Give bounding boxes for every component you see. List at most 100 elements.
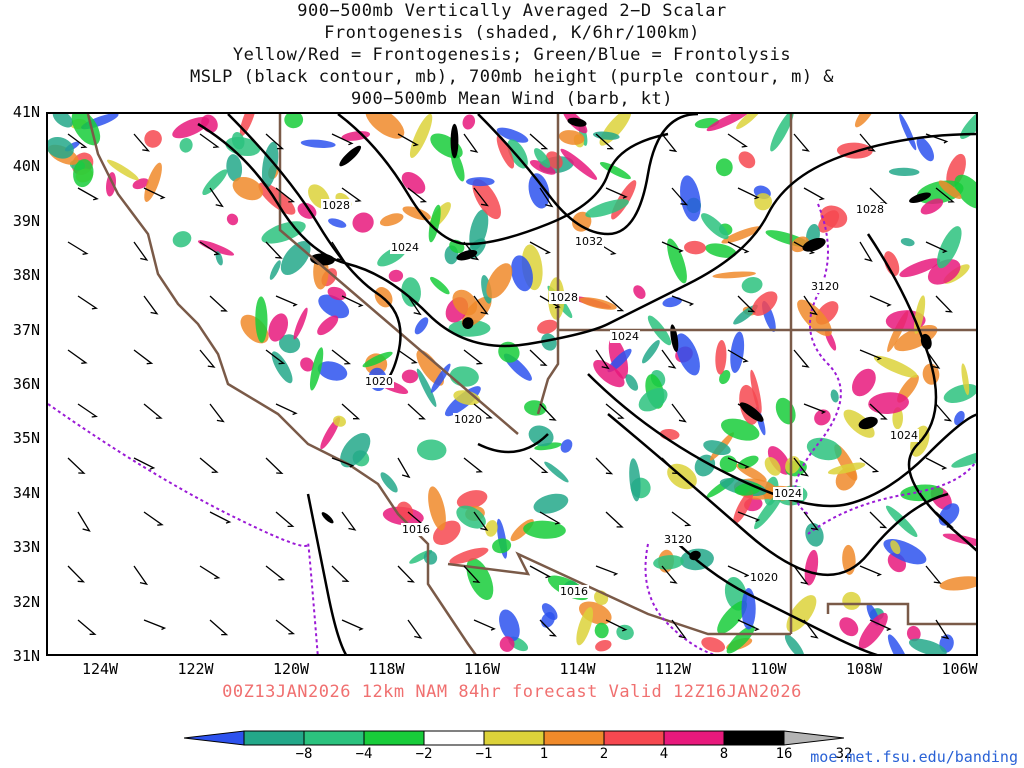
wind-barb (463, 565, 481, 584)
shading-cell (380, 472, 398, 493)
wind-barb (67, 133, 88, 149)
shading-cell (585, 199, 629, 218)
wind-barb (859, 133, 876, 152)
shading-cell (594, 622, 609, 639)
shading-cell (852, 368, 876, 397)
map-canvas: 1028 1024 1032 1028 1024 1020 1020 1016 1016 1020… (48, 114, 976, 654)
shading-cell (317, 315, 339, 336)
wind-barb (331, 241, 346, 262)
shading-cell (558, 130, 585, 145)
wind-barb (209, 403, 225, 423)
wind-barb (463, 241, 480, 261)
wind-barb (605, 511, 624, 528)
shading-cell (48, 137, 74, 159)
shading-cell (899, 258, 941, 278)
shading-cell (401, 171, 426, 194)
shading-cell (456, 505, 486, 529)
shading-cell (300, 139, 336, 148)
height-contour-label: 3120 (664, 533, 692, 546)
wind-barb (209, 619, 229, 636)
wind-barb (793, 565, 809, 585)
shading-cell (529, 160, 556, 175)
shading-cell (899, 114, 917, 151)
lat-tick-label: 38N (12, 266, 40, 285)
wind-barb (935, 403, 953, 422)
wind-barb (133, 457, 156, 470)
shading-cell (172, 116, 210, 139)
wind-barb (199, 349, 216, 368)
shading-cell (572, 211, 592, 232)
pressure-contour-label: 1024 (391, 241, 419, 254)
shading-cell (960, 114, 976, 139)
shading-cell (920, 198, 944, 215)
shading-cell (715, 340, 727, 375)
colorbar-swatch (183, 730, 245, 746)
shading-cell (472, 178, 501, 220)
wind-barb (727, 457, 750, 469)
coastline (86, 114, 477, 654)
wind-barb (67, 241, 89, 255)
colorbar-tick-label: −1 (475, 746, 493, 762)
wind-barb (67, 457, 86, 474)
shading-cell (462, 114, 476, 130)
wind-barb (473, 619, 496, 631)
credit-url[interactable]: moe.met.fsu.edu/banding (810, 748, 1018, 766)
shading-cell (667, 238, 687, 284)
forecast-valid-time: 00Z13JAN2026 12km NAM 84hr forecast Vali… (222, 682, 802, 702)
pressure-label-bg (453, 413, 483, 426)
shading-cell (231, 132, 245, 150)
lat-tick-label: 40N (12, 157, 40, 176)
wind-barb (77, 619, 97, 635)
shading-cell (496, 127, 529, 143)
shading-cell (240, 314, 269, 344)
colorbar: −8 −4 −2 −1 1 2 4 8 16 32 (183, 730, 852, 766)
wind-barb (331, 349, 352, 365)
shading-cell (544, 461, 569, 483)
lat-tick-label: 35N (12, 429, 40, 448)
shading-cell (741, 588, 756, 630)
wind-barb (397, 133, 419, 147)
shading-cell (317, 361, 348, 381)
lon-tick-label: 120W (272, 660, 310, 678)
wind-barb (77, 187, 99, 201)
shading-cell (271, 351, 293, 384)
shading-cell (738, 455, 759, 469)
pressure-contour-label: 1024 (611, 330, 639, 343)
pressure-label-bg (559, 585, 589, 598)
shading-cell (499, 609, 520, 642)
wind-barb (869, 403, 888, 420)
pressure-contour-label: 1016 (560, 585, 588, 598)
pressure-contour-label: 1028 (322, 199, 350, 212)
wind-barb (133, 241, 149, 261)
nv-az-border (536, 330, 560, 415)
wind-barb (463, 349, 484, 365)
wind-barb (737, 295, 756, 313)
shading-cell (132, 178, 149, 190)
colorbar-tick-label: 16 (775, 746, 793, 762)
shading-cell (416, 349, 444, 386)
shading-cell (616, 624, 634, 641)
shading-cell (269, 260, 281, 280)
shading-cell (492, 538, 512, 554)
shading-cell (258, 182, 296, 215)
shading-cell (496, 135, 515, 169)
shading-cell (775, 397, 796, 425)
colorbar-swatch (243, 730, 305, 746)
lon-tick-label: 124W (81, 660, 119, 678)
wind-barb (341, 187, 362, 202)
lon-tick-label: 122W (177, 660, 214, 678)
shading-cell (485, 520, 498, 537)
colorbar-tick-label: 4 (659, 746, 669, 762)
shading-cell (858, 612, 888, 649)
wind-barb (407, 403, 426, 420)
shading-cell (202, 169, 228, 196)
wind-barb (595, 133, 615, 150)
wind-barb (133, 565, 149, 586)
wind-barb (595, 565, 619, 576)
wind-barb (529, 457, 549, 474)
wind-barb (869, 295, 892, 307)
pressure-label-bg (610, 330, 640, 343)
shading-cell (318, 294, 350, 319)
wind-barb (275, 403, 298, 416)
shading-cell (595, 639, 612, 652)
